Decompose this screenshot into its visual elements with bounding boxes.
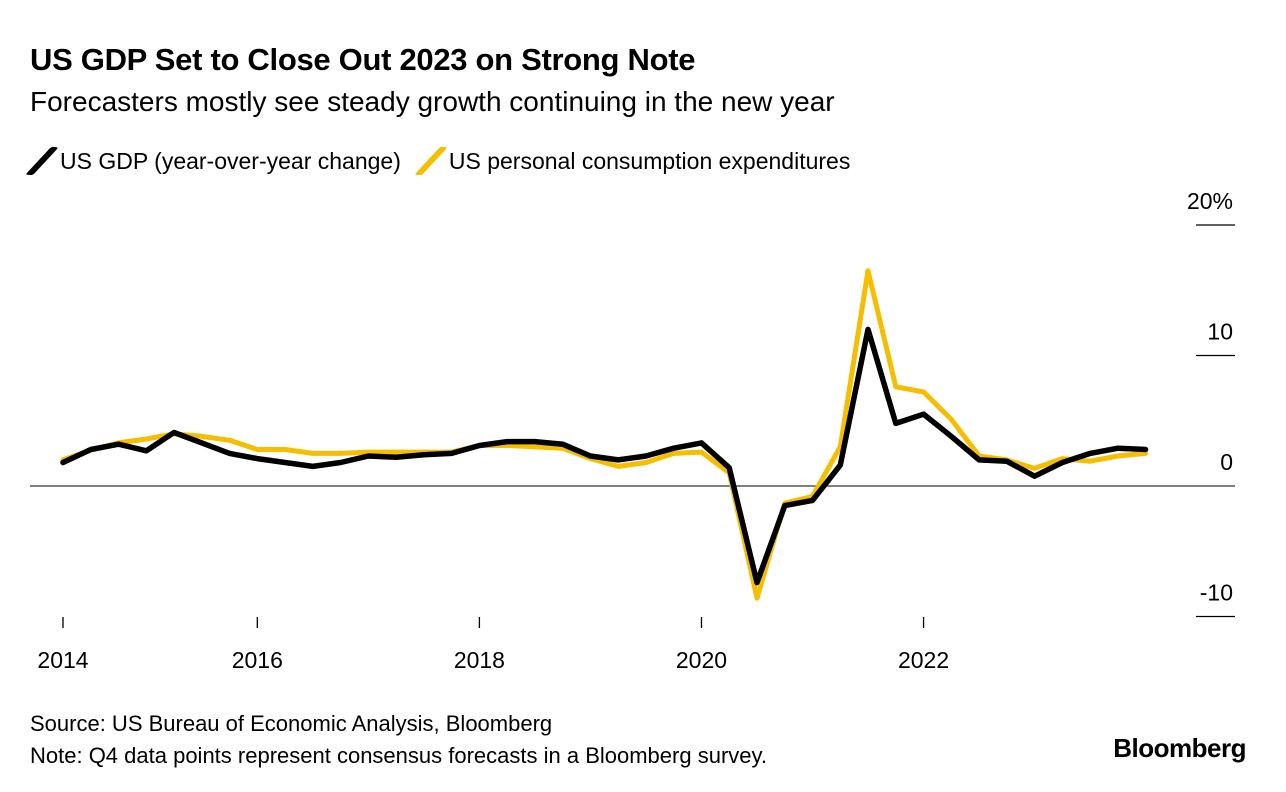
y-tick-label: 0 xyxy=(1220,449,1233,475)
chart-title: US GDP Set to Close Out 2023 on Strong N… xyxy=(30,42,696,77)
note-text: Note: Q4 data points represent consensus… xyxy=(30,743,767,768)
source-text: Source: US Bureau of Economic Analysis, … xyxy=(30,711,553,736)
x-tick-label: 2014 xyxy=(37,647,88,673)
y-tick-label: 20% xyxy=(1187,188,1233,214)
y-tick-label: 10 xyxy=(1207,319,1233,345)
chart-subtitle: Forecasters mostly see steady growth con… xyxy=(30,86,835,117)
legend-item-pce: US personal consumption expenditures xyxy=(414,146,851,176)
series-line-gdp xyxy=(60,326,1149,586)
y-tick-label: -10 xyxy=(1200,580,1233,606)
x-tick-label: 2016 xyxy=(232,647,283,673)
bloomberg-logo: Bloomberg xyxy=(1113,733,1246,763)
legend-label-pce: US personal consumption expenditures xyxy=(448,147,851,174)
x-tick-label: 2020 xyxy=(676,647,727,673)
series-line-pce xyxy=(60,268,1149,601)
legend: US GDP (year-over-year change) US person… xyxy=(25,146,858,176)
x-tick-label: 2022 xyxy=(898,647,949,673)
legend-label-gdp: US GDP (year-over-year change) xyxy=(60,147,401,174)
footnotes: Source: US Bureau of Economic Analysis, … xyxy=(30,708,767,772)
legend-item-gdp: US GDP (year-over-year change) xyxy=(25,146,401,176)
x-tick-label: 2018 xyxy=(454,647,505,673)
